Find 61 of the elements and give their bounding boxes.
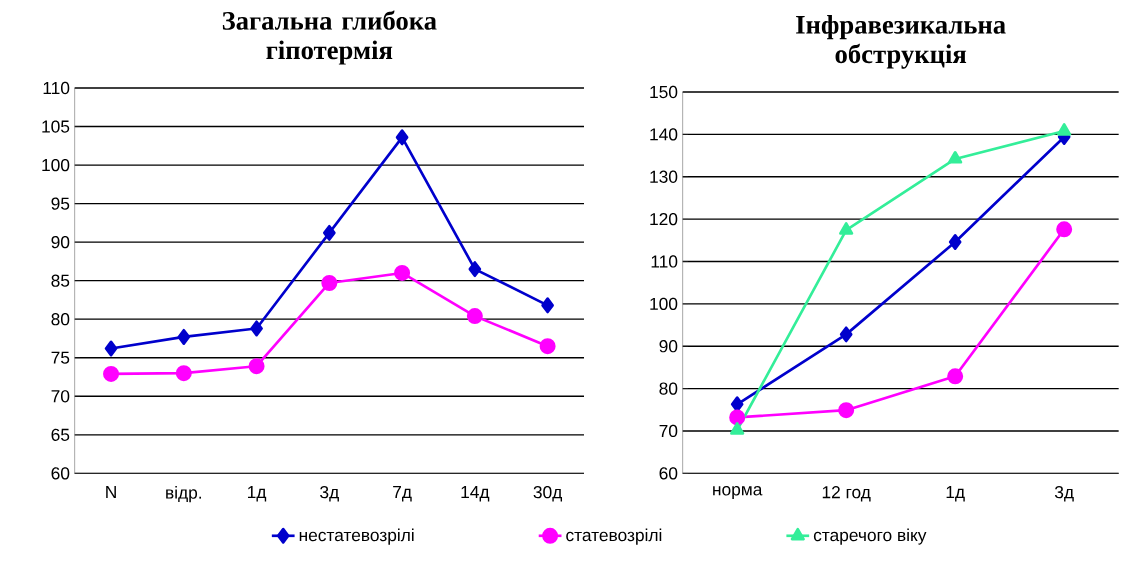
x-tick-label: 14д <box>461 486 490 502</box>
x-tick-label: 12 год <box>822 486 871 502</box>
y-tick-label: 60 <box>659 467 678 480</box>
point <box>948 150 963 164</box>
y-tick-label: 60 <box>51 467 70 480</box>
y-tick-label: 95 <box>51 197 70 210</box>
chart-title: Інфравезикальна обструкція <box>796 15 1006 69</box>
x-tick-label: 3д <box>320 486 339 502</box>
legend-label: статевозрілі <box>566 528 662 545</box>
x-tick-label: 1д <box>946 486 965 502</box>
chart-title: Загальна глибока гіпотермія <box>222 10 437 65</box>
point <box>175 365 192 382</box>
point <box>838 402 855 419</box>
x-tick-label: 7д <box>393 486 412 502</box>
y-tick-label: 65 <box>51 428 70 441</box>
point <box>321 274 338 291</box>
point <box>729 409 746 426</box>
x-tick-label: N <box>106 486 116 498</box>
x-tick-label: 30д <box>533 486 563 502</box>
y-tick-label: 70 <box>659 424 678 438</box>
y-tick-label: 105 <box>42 120 70 133</box>
point <box>1057 122 1072 136</box>
legend-label: старечого віку <box>813 528 927 545</box>
legend-label: нестатевозрілі <box>299 528 414 545</box>
point <box>539 338 556 355</box>
y-tick-label: 75 <box>51 351 70 364</box>
y-tick-label: 90 <box>659 340 678 353</box>
point <box>394 264 411 281</box>
point <box>103 365 120 382</box>
x-tick-label: 3д <box>1054 486 1074 502</box>
y-tick-label: 130 <box>650 170 678 183</box>
point <box>395 129 409 146</box>
y-tick-label: 120 <box>650 212 678 226</box>
x-tick-label: 1д <box>248 486 267 502</box>
point <box>839 326 853 343</box>
x-tick-label: відр. <box>166 486 202 503</box>
y-tick-label: 90 <box>51 235 70 249</box>
point <box>104 340 118 357</box>
y-tick-label: 70 <box>51 390 70 403</box>
point <box>248 358 265 375</box>
y-tick-label: 110 <box>43 81 70 95</box>
x-tick-label: норма <box>713 486 763 499</box>
point <box>541 297 554 314</box>
point <box>250 320 263 337</box>
point <box>1056 221 1073 238</box>
point <box>177 328 191 345</box>
point <box>322 224 336 241</box>
y-tick-label: 110 <box>651 255 678 268</box>
point <box>947 368 964 385</box>
point <box>468 261 482 278</box>
y-tick-label: 100 <box>42 158 70 172</box>
y-tick-label: 150 <box>650 85 678 99</box>
y-tick-label: 80 <box>51 313 70 326</box>
y-tick-label: 85 <box>51 274 70 287</box>
point <box>730 422 745 435</box>
y-tick-label: 100 <box>650 297 678 310</box>
y-tick-label: 140 <box>650 128 678 141</box>
y-tick-label: 80 <box>659 382 678 395</box>
point <box>948 233 962 250</box>
point <box>839 222 854 235</box>
point <box>466 308 483 325</box>
